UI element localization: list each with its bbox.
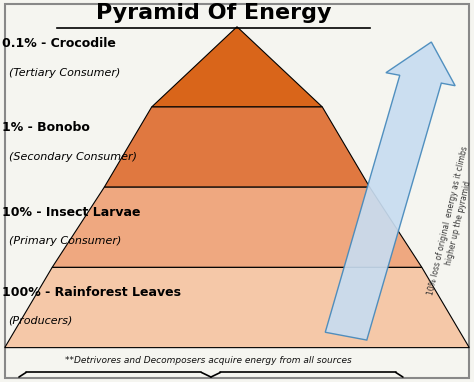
Text: (Secondary Consumer): (Secondary Consumer)	[9, 152, 137, 162]
Text: 10% loss of original  energy as it climbs
higher up the pyramid: 10% loss of original energy as it climbs…	[427, 146, 474, 299]
Text: 0.1% - Crocodile: 0.1% - Crocodile	[2, 37, 116, 50]
Text: 1% - Bonobo: 1% - Bonobo	[2, 121, 90, 134]
Polygon shape	[104, 107, 370, 187]
Text: (Primary Consumer): (Primary Consumer)	[9, 236, 121, 246]
Text: Pyramid Of Energy: Pyramid Of Energy	[96, 3, 331, 23]
Text: (Tertiary Consumer): (Tertiary Consumer)	[9, 68, 120, 78]
Polygon shape	[5, 267, 469, 348]
Text: (Producers): (Producers)	[9, 316, 73, 326]
Text: 10% - Insect Larvae: 10% - Insect Larvae	[2, 206, 141, 219]
Text: 100% - Rainforest Leaves: 100% - Rainforest Leaves	[2, 286, 182, 299]
Polygon shape	[152, 27, 322, 107]
Polygon shape	[325, 42, 455, 340]
Polygon shape	[52, 187, 422, 267]
Text: **Detrivores and Decomposers acquire energy from all sources: **Detrivores and Decomposers acquire ene…	[65, 356, 352, 366]
